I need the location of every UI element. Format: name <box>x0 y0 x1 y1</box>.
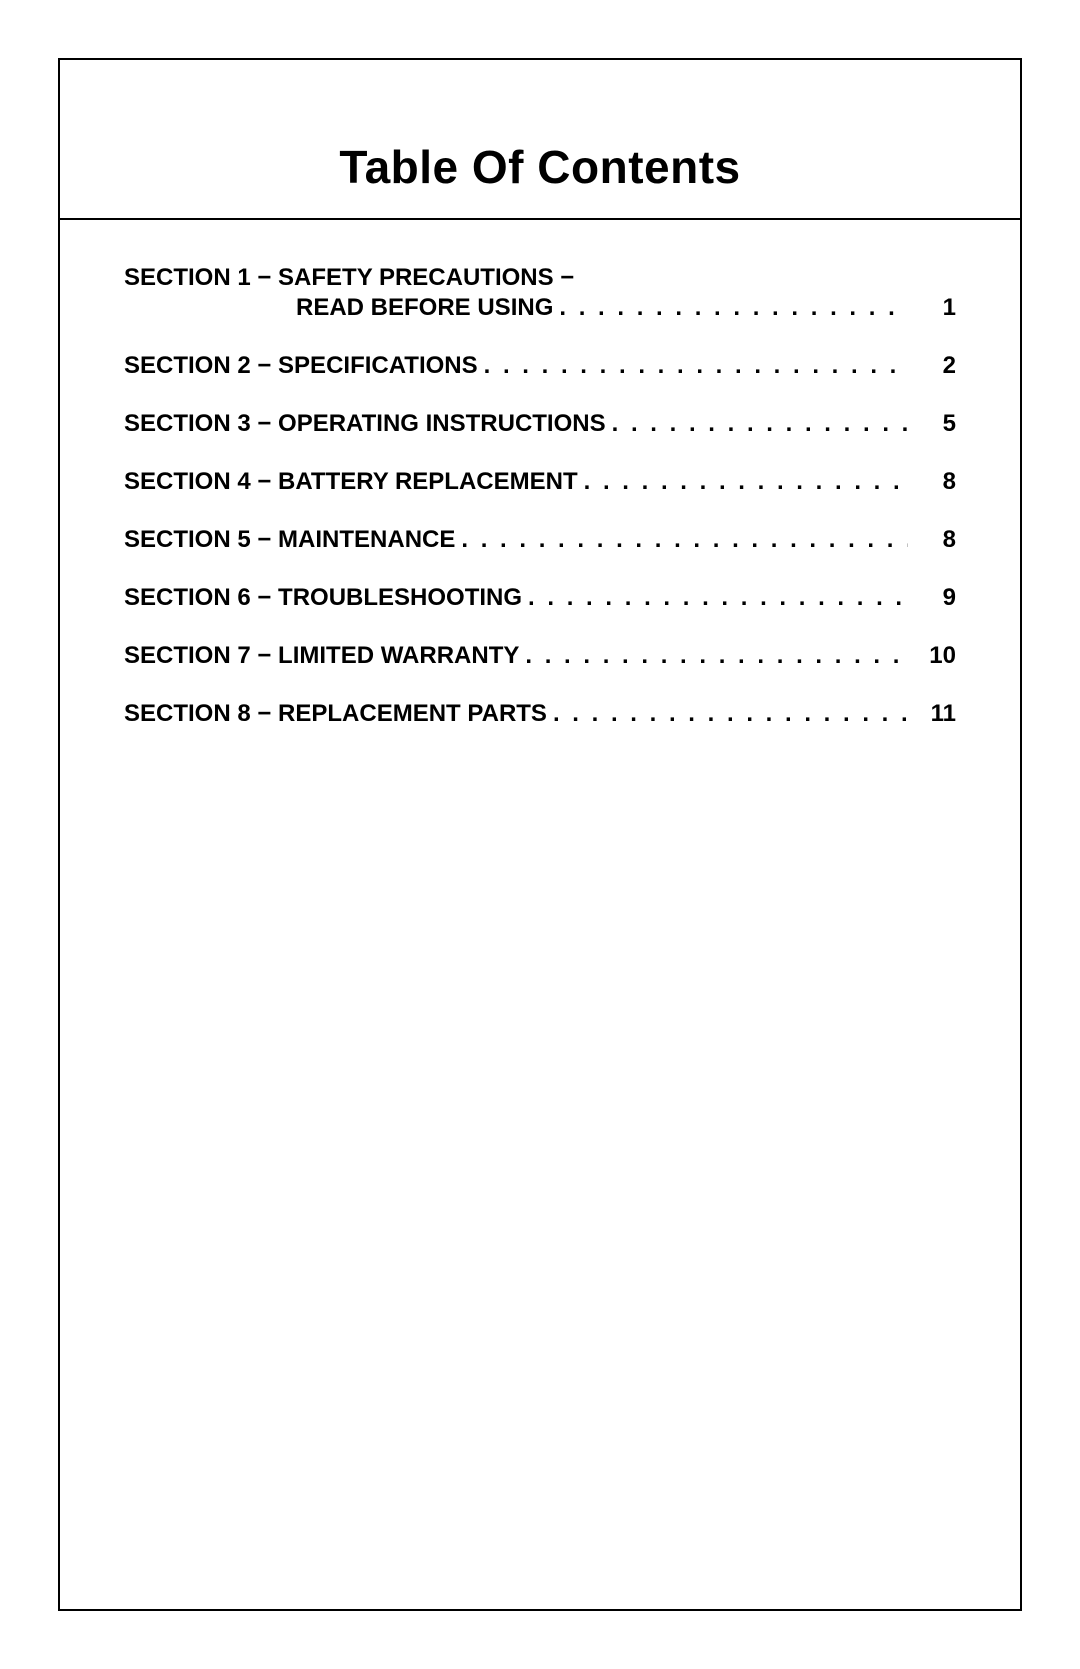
content-frame: Table Of Contents SECTION 1 − SAFETY PRE… <box>58 58 1022 1611</box>
toc-entry-label: SECTION 1 − SAFETY PRECAUTIONS − <box>124 264 574 292</box>
toc-entry-page: 5 <box>908 410 956 438</box>
toc-entry-label: SECTION 5 − MAINTENANCE <box>124 526 455 554</box>
toc-leader-dots <box>606 410 908 438</box>
title-block: Table Of Contents <box>60 60 1020 220</box>
toc-entry-label: SECTION 6 − TROUBLESHOOTING <box>124 584 522 612</box>
toc-entry-page: 8 <box>908 526 956 554</box>
toc-leader-dots <box>519 642 908 670</box>
toc-entry: SECTION 1 − SAFETY PRECAUTIONS − <box>124 264 956 292</box>
toc-leader-dots <box>478 352 908 380</box>
toc-entry-label: SECTION 8 − REPLACEMENT PARTS <box>124 700 547 728</box>
toc-entry: SECTION 5 − MAINTENANCE 8 <box>124 526 956 554</box>
toc-entry-label: SECTION 2 − SPECIFICATIONS <box>124 352 478 380</box>
toc-entry-page: 10 <box>908 642 956 670</box>
toc-entry-label: SECTION 3 − OPERATING INSTRUCTIONS <box>124 410 606 438</box>
toc-leader-dots <box>578 468 908 496</box>
toc-entry-page: 11 <box>908 700 956 728</box>
toc-entry-page: 8 <box>908 468 956 496</box>
toc-leader-dots <box>522 584 908 612</box>
toc-leader-dots <box>553 294 908 322</box>
toc-entry: SECTION 2 − SPECIFICATIONS 2 <box>124 352 956 380</box>
toc-list: SECTION 1 − SAFETY PRECAUTIONS − READ BE… <box>60 220 1020 728</box>
toc-entry-page: 9 <box>908 584 956 612</box>
toc-entry-page: 1 <box>908 294 956 322</box>
toc-entry-label: SECTION 4 − BATTERY REPLACEMENT <box>124 468 578 496</box>
toc-entry: SECTION 3 − OPERATING INSTRUCTIONS 5 <box>124 410 956 438</box>
toc-entry: SECTION 4 − BATTERY REPLACEMENT 8 <box>124 468 956 496</box>
toc-entry-page: 2 <box>908 352 956 380</box>
toc-entry-label: SECTION 7 − LIMITED WARRANTY <box>124 642 519 670</box>
page-title: Table Of Contents <box>80 140 1000 194</box>
toc-entry-label: READ BEFORE USING <box>124 294 553 322</box>
toc-leader-dots <box>455 526 908 554</box>
toc-entry: SECTION 6 − TROUBLESHOOTING 9 <box>124 584 956 612</box>
toc-entry: SECTION 8 − REPLACEMENT PARTS 11 <box>124 700 956 728</box>
toc-leader-dots <box>547 700 908 728</box>
toc-entry-continuation: READ BEFORE USING 1 <box>124 294 956 322</box>
toc-entry: SECTION 7 − LIMITED WARRANTY 10 <box>124 642 956 670</box>
page: Table Of Contents SECTION 1 − SAFETY PRE… <box>0 0 1080 1669</box>
